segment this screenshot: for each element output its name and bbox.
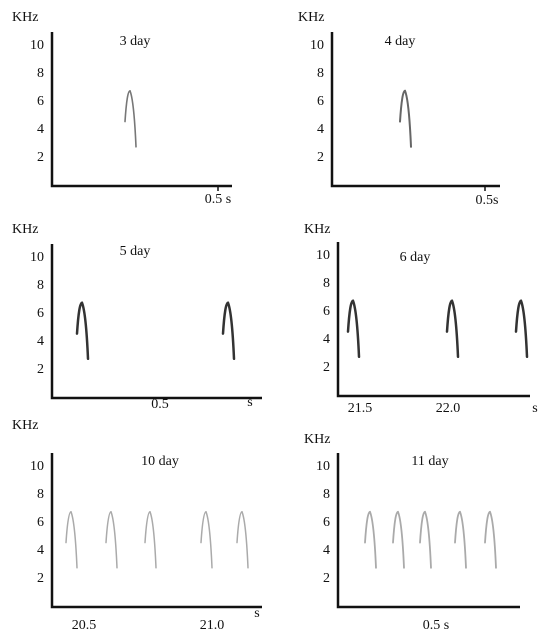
syllable bbox=[364, 510, 377, 569]
y-tick-label: 8 bbox=[317, 66, 324, 81]
y-unit: KHz bbox=[12, 418, 38, 433]
y-tick-label: 4 bbox=[37, 334, 44, 349]
y-tick-label: 4 bbox=[37, 122, 44, 137]
y-unit: KHz bbox=[304, 432, 330, 447]
y-tick-label: 8 bbox=[37, 66, 44, 81]
syllable bbox=[236, 511, 249, 569]
panel-title: 11 day bbox=[411, 454, 448, 469]
x-tick-label: 0.5 bbox=[151, 397, 169, 412]
x-tick-label: 22.0 bbox=[436, 401, 461, 416]
panel-title: 5 day bbox=[120, 244, 151, 259]
syllable bbox=[75, 301, 90, 361]
y-tick-label: 8 bbox=[37, 278, 44, 293]
y-tick-label: 6 bbox=[37, 94, 44, 109]
y-tick-label: 6 bbox=[323, 304, 330, 319]
y-tick-label: 10 bbox=[30, 38, 44, 53]
panel-title: 4 day bbox=[385, 34, 416, 49]
x-tick-label: 21.5 bbox=[348, 401, 373, 416]
axes bbox=[50, 453, 262, 609]
syllable bbox=[346, 299, 361, 359]
y-tick-label: 4 bbox=[323, 332, 330, 347]
y-tick-label: 2 bbox=[323, 360, 330, 375]
y-tick-label: 10 bbox=[316, 248, 330, 263]
x-tick-label: 21.0 bbox=[200, 618, 225, 633]
y-tick-label: 10 bbox=[30, 250, 44, 265]
panel-title: 6 day bbox=[400, 250, 431, 265]
syllable bbox=[392, 510, 405, 569]
y-tick-label: 8 bbox=[323, 487, 330, 502]
syllable bbox=[399, 89, 412, 148]
axes bbox=[336, 242, 530, 398]
y-tick-label: 10 bbox=[316, 459, 330, 474]
syllable bbox=[144, 511, 157, 569]
y-tick-label: 4 bbox=[37, 543, 44, 558]
y-tick-label: 6 bbox=[37, 306, 44, 321]
axes bbox=[50, 244, 262, 400]
y-unit: KHz bbox=[12, 10, 38, 25]
panel-title: 3 day bbox=[120, 34, 151, 49]
y-unit: KHz bbox=[12, 222, 38, 237]
y-tick-label: 2 bbox=[323, 571, 330, 586]
y-unit: KHz bbox=[298, 10, 324, 25]
x-tick-label: s bbox=[254, 606, 259, 621]
x-tick-label: 0.5s bbox=[476, 193, 499, 208]
syllable bbox=[105, 511, 118, 569]
syllable bbox=[65, 511, 78, 569]
y-tick-label: 2 bbox=[37, 571, 44, 586]
x-tick-label: 0.5 s bbox=[205, 192, 231, 207]
x-tick-label: s bbox=[247, 395, 252, 410]
y-tick-label: 6 bbox=[37, 515, 44, 530]
y-tick-label: 8 bbox=[37, 487, 44, 502]
y-unit: KHz bbox=[304, 222, 330, 237]
y-tick-label: 10 bbox=[310, 38, 324, 53]
axes bbox=[50, 32, 232, 188]
syllable bbox=[200, 511, 213, 569]
x-tick-label: 0.5 s bbox=[423, 618, 449, 633]
y-tick-label: 2 bbox=[317, 150, 324, 165]
x-tick-label: 20.5 bbox=[72, 618, 97, 633]
syllable bbox=[124, 89, 137, 148]
syllable bbox=[514, 299, 529, 359]
y-tick-label: 6 bbox=[323, 515, 330, 530]
syllable bbox=[419, 510, 432, 569]
panel-title: 10 day bbox=[141, 454, 179, 469]
syllable bbox=[484, 510, 497, 569]
y-tick-label: 4 bbox=[323, 543, 330, 558]
y-tick-label: 6 bbox=[317, 94, 324, 109]
syllable bbox=[445, 299, 460, 359]
y-tick-label: 2 bbox=[37, 150, 44, 165]
y-tick-label: 2 bbox=[37, 362, 44, 377]
axes bbox=[336, 453, 520, 609]
x-tick-label: s bbox=[532, 401, 537, 416]
y-tick-label: 8 bbox=[323, 276, 330, 291]
axes bbox=[330, 32, 500, 188]
y-tick-label: 4 bbox=[317, 122, 324, 137]
y-tick-label: 10 bbox=[30, 459, 44, 474]
syllable bbox=[454, 510, 467, 569]
syllable bbox=[221, 301, 236, 361]
